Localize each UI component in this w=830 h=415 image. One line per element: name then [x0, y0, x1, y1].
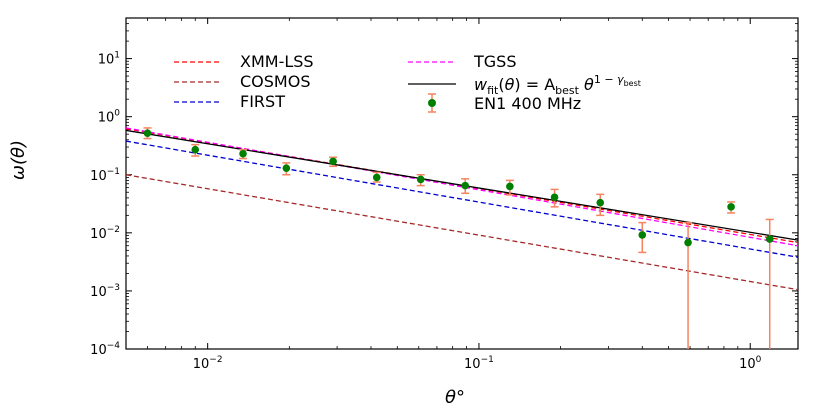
- data-point: [550, 188, 559, 208]
- error-points: [143, 127, 774, 349]
- data-marker: [329, 157, 337, 166]
- data-marker: [765, 235, 774, 243]
- legend-label-xmm-lss: XMM-LSS: [240, 52, 314, 71]
- legend-swatch-en1: [428, 93, 436, 113]
- data-marker: [596, 198, 605, 207]
- data-marker: [638, 231, 647, 239]
- series-line-3: [125, 127, 799, 247]
- legend-label-fit: wfit(θ) = Abest θ1 − γbest: [474, 73, 641, 97]
- legend-label-cosmos: COSMOS: [240, 72, 310, 91]
- data-point: [282, 162, 291, 176]
- tick-labels: 10−2 10−1 100 10−4 10−3 10−2 10−1 100 101: [90, 51, 761, 372]
- data-marker: [550, 193, 559, 202]
- x-axis-label: θ°: [445, 387, 465, 408]
- data-marker: [372, 173, 381, 182]
- x-tick-label: 10−2: [193, 355, 223, 372]
- data-marker: [143, 129, 152, 137]
- series-line-1: [125, 174, 799, 291]
- legend-label-tgss: TGSS: [473, 52, 516, 71]
- data-point: [638, 221, 647, 254]
- data-point: [461, 178, 470, 195]
- data-marker: [239, 149, 247, 158]
- data-marker: [727, 203, 735, 211]
- y-tick-label: 10−4: [90, 341, 120, 358]
- data-point: [329, 156, 338, 168]
- data-point: [505, 179, 514, 196]
- data-point: [372, 171, 381, 183]
- legend-label-en1: EN1 400 MHz: [474, 94, 581, 113]
- data-point: [416, 174, 425, 187]
- data-point: [239, 148, 248, 160]
- data-marker: [416, 175, 425, 184]
- x-tick-label: 10−1: [464, 355, 494, 372]
- data-marker: [506, 182, 514, 191]
- data-point: [191, 143, 200, 157]
- y-tick-label: 10−3: [90, 283, 120, 300]
- data-point: [596, 193, 605, 217]
- data-marker: [684, 238, 692, 247]
- data-marker: [191, 145, 200, 154]
- minor-ticks: [125, 17, 798, 349]
- y-tick-label: 100: [98, 109, 121, 126]
- y-axis-label: ω(θ): [8, 140, 29, 180]
- series-line-2: [125, 140, 799, 258]
- data-point: [765, 218, 774, 349]
- data-marker: [461, 181, 470, 190]
- y-tick-label: 10−1: [90, 167, 120, 184]
- y-tick-label: 10−2: [90, 225, 120, 242]
- legend: XMM-LSS COSMOS FIRST TGSS wfit(θ) = Abes…: [174, 52, 641, 113]
- x-tick-label: 100: [739, 355, 762, 372]
- data-point: [143, 127, 152, 140]
- data-point: [684, 221, 693, 349]
- legend-label-first: FIRST: [240, 92, 285, 111]
- data-marker: [282, 164, 291, 172]
- data-point: [727, 201, 736, 214]
- y-tick-label: 101: [98, 51, 120, 68]
